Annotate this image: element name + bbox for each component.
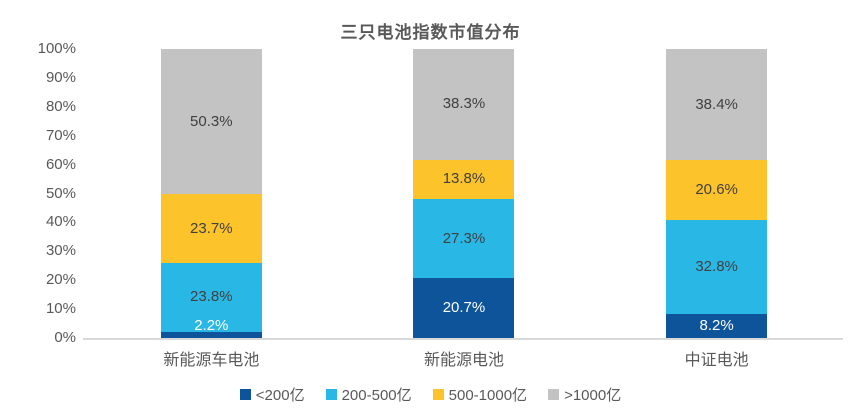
bar-segment-label: 20.6% <box>695 180 738 198</box>
bar-segment-label: 32.8% <box>695 257 738 275</box>
bar-segment-label: 20.7% <box>442 299 486 317</box>
bar-segment-label: 38.3% <box>442 95 486 113</box>
x-axis-line <box>83 338 843 340</box>
bar-segment: 8.2% <box>666 314 768 338</box>
legend-item: >1000亿 <box>548 384 621 405</box>
legend-item: 200-500亿 <box>325 384 412 405</box>
y-axis-tick-label: 40% <box>45 213 76 231</box>
bar-segment-label: 8.2% <box>699 317 734 335</box>
x-axis-category-label: 新能源车电池 <box>163 352 260 369</box>
x-axis-category-label: 新能源电池 <box>423 352 504 369</box>
y-axis-tick-label: 70% <box>45 126 76 144</box>
bar-segment-label: 13.8% <box>442 170 486 188</box>
bar-slot: 20.7% 27.3% 13.8% 38.3% <box>338 48 591 338</box>
y-axis-tick-label: 80% <box>45 97 76 115</box>
bar-segment-label: 50.3% <box>190 112 233 130</box>
bar: 20.7% 27.3% 13.8% 38.3% <box>413 48 515 338</box>
bar-segment: 20.7% <box>413 278 515 338</box>
y-axis-tick-label: 0% <box>54 329 76 346</box>
bar-segment-label: 38.4% <box>695 95 738 113</box>
bar-segment: 27.3% <box>413 199 515 279</box>
bar-segment-label: 27.3% <box>442 229 486 247</box>
bar-segment: 23.8% <box>160 262 262 332</box>
plot-area: 2.2% 23.8% 23.7% 50.3% 20.7% 27.3% 13.8% 38.3% 8… <box>83 48 843 340</box>
bar-slot: 2.2% 23.8% 23.7% 50.3% <box>85 49 338 338</box>
bars-container: 2.2% 23.8% 23.7% 50.3% 20.7% 27.3% 13.8% 38.3% 8… <box>85 48 843 338</box>
bar: 2.2% 23.8% 23.7% 50.3% <box>160 49 262 338</box>
x-axis-category-label: 中证电池 <box>684 352 749 369</box>
bar-segment: 32.8% <box>666 219 768 315</box>
bar-segment: 23.7% <box>160 194 262 263</box>
legend-marker <box>432 389 444 400</box>
bar-segment: 50.3% <box>160 49 262 195</box>
legend-item: <200亿 <box>239 384 305 405</box>
bar-segment: 2.2% <box>160 317 262 338</box>
y-axis-tick-label: 10% <box>45 300 76 318</box>
y-axis-tick-label: 100% <box>37 40 76 57</box>
legend: <200亿 200-500亿 500-1000亿 >1000亿 <box>0 384 861 405</box>
bar-segment-label: 2.2% <box>194 316 229 334</box>
legend-label: >1000亿 <box>564 387 622 404</box>
legend-label: 500-1000亿 <box>448 387 528 404</box>
legend-marker <box>325 389 337 400</box>
legend-marker <box>548 389 560 400</box>
chart-title: 三只电池指数市值分布 <box>340 23 521 42</box>
y-axis-tick-label: 20% <box>45 271 76 289</box>
legend-label: <200亿 <box>255 387 305 404</box>
x-axis-category-labels: 新能源车电池 新能源电池 中证电池 <box>85 346 843 370</box>
y-axis-tick-label: 90% <box>45 68 76 86</box>
y-axis: 100% 90% 80% 70% 60% 50% 40% 30% 20% 10% 0% <box>0 40 76 346</box>
bar-segment-label: 23.7% <box>190 219 233 237</box>
y-axis-tick-label: 50% <box>45 184 76 202</box>
bar-slot: 8.2% 32.8% 20.6% 38.4% <box>590 49 843 338</box>
bar-segment: 20.6% <box>666 160 768 220</box>
legend-label: 200-500亿 <box>341 387 412 404</box>
bar-segment: 13.8% <box>413 159 515 200</box>
bar-segment: 38.3% <box>413 48 515 160</box>
bar-segment: 38.4% <box>666 49 768 160</box>
legend-marker <box>239 389 251 400</box>
bar-segment-label: 23.8% <box>190 288 233 306</box>
y-axis-tick-label: 60% <box>45 155 76 173</box>
bar: 8.2% 32.8% 20.6% 38.4% <box>666 49 768 338</box>
legend-item: 500-1000亿 <box>432 384 528 405</box>
y-axis-tick-label: 30% <box>45 242 76 260</box>
